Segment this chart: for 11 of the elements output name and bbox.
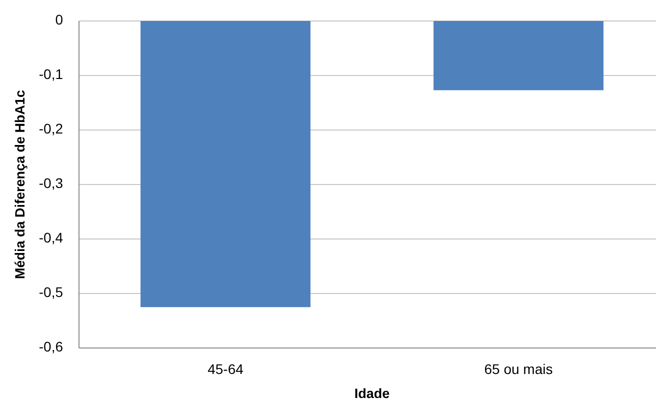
y-axis-title: Média da Diferença de HbA1c [12,89,28,280]
y-tick-label: -0,5 [38,284,64,300]
y-tick-label: -0,4 [38,230,64,246]
x-axis-title: Idade [354,386,390,401]
y-tick-label: -0,6 [38,338,64,355]
y-tick-label: -0,3 [38,175,64,192]
x-tick-label: 45-64 [208,361,244,377]
x-tick-label: 65 ou mais [484,361,553,377]
y-tick-label: -0,2 [38,120,64,137]
y-tick-label: 0 [55,12,64,28]
y-tick-label: -0,1 [38,66,64,82]
